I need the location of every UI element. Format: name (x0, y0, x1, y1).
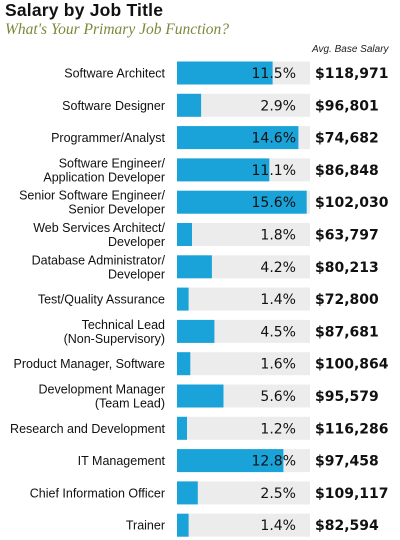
category-label: Software Engineer/Application Developer (43, 156, 165, 184)
percent-label: 1.8% (260, 228, 296, 244)
percent-label: 11.1% (252, 163, 296, 179)
category-label-line: Trainer (126, 519, 165, 533)
bar-track (177, 352, 310, 376)
bar (177, 416, 187, 440)
bar (177, 190, 307, 214)
category-label-line: Chief Information Officer (30, 486, 165, 500)
percent-label: 1.4% (260, 518, 296, 534)
bar (177, 223, 192, 246)
category-label-line: Software Designer (62, 99, 165, 113)
category-label-line: Web Services Architect/ (33, 221, 165, 235)
category-label-line: IT Management (78, 454, 166, 468)
category-label: Technical Lead (Non-Supervisory) (64, 318, 165, 346)
bar-track (177, 481, 310, 505)
category-label-line: Test/Quality Assurance (38, 293, 165, 307)
category-label: IT Management (78, 454, 166, 468)
category-label-line: Development Manager (39, 383, 165, 397)
category-label-line: Database Administrator/ (32, 253, 166, 267)
percent-label: 5.6% (260, 389, 296, 405)
percent-label: 11.5% (252, 66, 296, 82)
salary-label: $72,800 (315, 292, 379, 308)
bar (177, 513, 189, 537)
category-label-line: Developer (108, 267, 165, 281)
category-label-line: (Non-Supervisory) (64, 332, 165, 346)
category-label: Chief Information Officer (30, 486, 165, 500)
bar (177, 61, 273, 85)
salary-label: $116,286 (315, 421, 389, 437)
percent-label: 12.8% (252, 454, 296, 470)
percent-label: 1.4% (260, 292, 296, 308)
category-label: Test/Quality Assurance (38, 293, 165, 307)
salary-label: $118,971 (315, 66, 389, 82)
category-label-line: Technical Lead (82, 318, 165, 332)
category-label: Software Designer (62, 99, 165, 113)
bar (177, 319, 215, 343)
percent-label: 2.9% (260, 98, 296, 114)
category-label-line: Application Developer (43, 170, 165, 184)
percent-label: 2.5% (260, 486, 296, 502)
percent-label: 4.2% (260, 260, 296, 276)
category-label-line: Product Manager, Software (14, 357, 166, 371)
category-label-line: Senior Software Engineer/ (19, 189, 165, 203)
salary-column-header: Avg. Base Salary (312, 44, 389, 55)
percent-label: 15.6% (252, 195, 296, 211)
percent-label: 1.6% (260, 357, 296, 373)
bar (177, 384, 224, 408)
percent-label: 4.5% (260, 324, 296, 340)
bar (177, 158, 270, 182)
salary-label: $63,797 (315, 228, 379, 244)
bar (177, 481, 198, 505)
category-label-line: (Team Lead) (95, 397, 165, 411)
bar (177, 126, 299, 150)
category-label: Product Manager, Software (14, 357, 166, 371)
category-label: Research and Development (10, 422, 165, 436)
bar-track (177, 287, 310, 311)
category-label: Database Administrator/Developer (32, 253, 166, 281)
category-label: Software Architect (64, 67, 165, 81)
bar (177, 287, 189, 311)
percent-label: 14.6% (252, 131, 296, 147)
category-label: Senior Software Engineer/Senior Develope… (19, 189, 165, 217)
bar (177, 255, 212, 279)
bar-track (177, 223, 310, 246)
category-label-line: Software Engineer/ (59, 156, 166, 170)
salary-label: $82,594 (315, 518, 379, 534)
category-label: Programmer/Analyst (51, 131, 165, 145)
chart-subtitle: What's Your Primary Job Function? (5, 21, 230, 38)
bar-track (177, 416, 310, 440)
salary-label: $97,458 (315, 454, 379, 470)
category-label-line: Research and Development (10, 422, 165, 436)
bar-track (177, 93, 310, 117)
salary-label: $87,681 (315, 324, 379, 340)
salary-label: $86,848 (315, 163, 379, 179)
salary-label: $109,117 (315, 486, 389, 502)
category-label-line: Developer (108, 235, 165, 249)
bar (177, 352, 191, 376)
percent-label: 1.2% (260, 421, 296, 437)
bar-track (177, 513, 310, 537)
category-label-line: Programmer/Analyst (51, 131, 165, 145)
category-label: Development Manager (Team Lead) (39, 383, 165, 411)
bar (177, 449, 284, 473)
category-label-line: Software Architect (64, 67, 165, 81)
bar (177, 93, 202, 117)
salary-label: $74,682 (315, 131, 379, 147)
salary-label: $80,213 (315, 260, 379, 276)
category-label: Trainer (126, 519, 165, 533)
category-label: Web Services Architect/Developer (33, 221, 165, 249)
salary-label: $102,030 (315, 195, 389, 211)
salary-label: $96,801 (315, 98, 379, 114)
salary-label: $100,864 (315, 357, 389, 373)
category-label-line: Senior Developer (68, 203, 165, 217)
chart-title: Salary by Job Title (5, 0, 164, 20)
salary-label: $95,579 (315, 389, 379, 405)
